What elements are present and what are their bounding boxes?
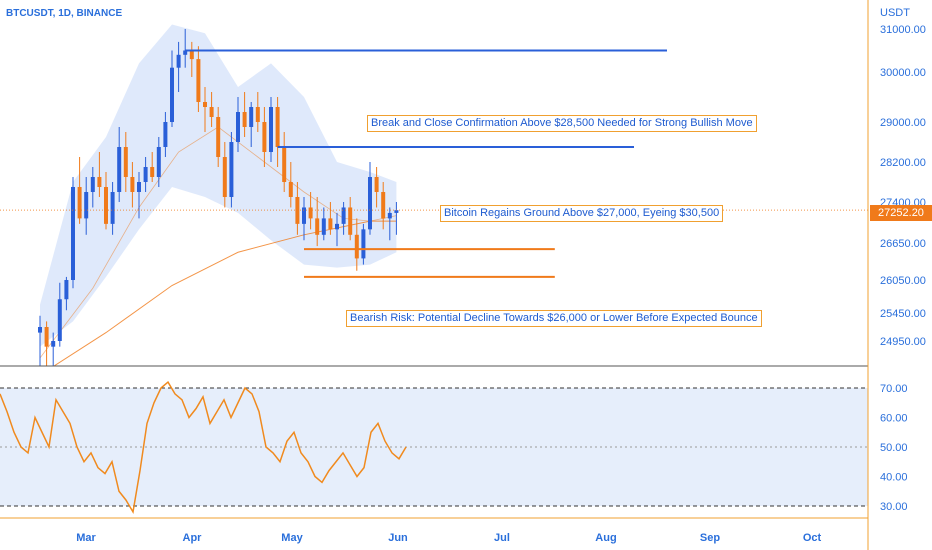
candle-body (170, 67, 174, 122)
price-tick-label: 24950.00 (880, 336, 926, 348)
candle-body (209, 107, 214, 117)
candle-body (150, 167, 155, 177)
rsi-tick-label: 70.00 (880, 383, 908, 395)
bollinger-band-fill (40, 24, 397, 347)
rsi-tick-label: 60.00 (880, 413, 908, 425)
last-price-tag: 27252.20 (870, 205, 932, 221)
candle-body (130, 177, 135, 192)
candle-body (163, 122, 168, 147)
candle-body (262, 122, 267, 152)
price-tick-label: 26050.00 (880, 275, 926, 287)
annotation-regains-ground: Bitcoin Regains Ground Above $27,000, Ey… (440, 205, 724, 222)
candle-body (249, 107, 254, 127)
candle-body (302, 207, 306, 224)
price-tick-label: 28200.00 (880, 157, 926, 169)
bollinger-band-layer (40, 24, 397, 347)
month-tick-label: Apr (183, 532, 203, 544)
candle-body (368, 177, 372, 230)
rsi-panel (0, 380, 868, 515)
candle-body (269, 107, 273, 152)
month-tick-label: Sep (700, 532, 720, 544)
candle-body (394, 210, 399, 213)
candle-body (123, 147, 128, 177)
price-tick-label: 30000.00 (880, 67, 926, 79)
candle-body (38, 327, 42, 333)
candlestick-layer (38, 29, 399, 366)
candle-body (361, 229, 366, 259)
candle-body (222, 157, 227, 197)
candle-body (64, 280, 69, 300)
currency-label: USDT (880, 7, 910, 19)
candle-body (137, 182, 141, 192)
candle-body (275, 107, 280, 147)
candle-body (97, 177, 102, 187)
rsi-band-fill (0, 388, 868, 506)
annotation-bullish-confirmation: Break and Close Confirmation Above $28,5… (367, 115, 757, 132)
month-tick-label: Jul (494, 532, 510, 544)
month-tick-label: Aug (595, 532, 616, 544)
rsi-line (0, 380, 407, 515)
candle-body (348, 207, 353, 235)
candle-body (381, 192, 386, 219)
price-tick-label: 25450.00 (880, 308, 926, 320)
candle-body (117, 147, 122, 192)
annotation-bearish-risk: Bearish Risk: Potential Decline Towards … (346, 310, 762, 327)
month-tick-label: May (281, 532, 303, 544)
candle-body (110, 192, 115, 224)
price-tick-label: 31000.00 (880, 24, 926, 36)
candle-body (288, 182, 293, 197)
candle-body (229, 142, 234, 197)
candle-body (328, 218, 333, 230)
candle-body (44, 327, 49, 347)
candle-body (242, 112, 247, 127)
symbol-label: BTCUSDT, 1D, BINANCE (6, 8, 122, 19)
candle-body (387, 212, 392, 219)
candle-body (156, 147, 161, 177)
candle-body (335, 223, 339, 230)
month-tick-label: Mar (76, 532, 96, 544)
candle-body (57, 299, 62, 341)
month-tick-label: Oct (803, 532, 822, 544)
candle-body (321, 218, 326, 235)
candle-body (84, 192, 89, 219)
price-tick-label: 26650.00 (880, 238, 926, 250)
rsi-tick-label: 50.00 (880, 442, 908, 454)
candle-body (255, 107, 260, 122)
candle-body (189, 50, 194, 60)
candle-body (176, 54, 181, 68)
candle-body (71, 187, 75, 280)
candle-body (374, 177, 379, 192)
candle-body (104, 187, 108, 224)
candle-body (341, 207, 346, 224)
price-tick-label: 29000.00 (880, 117, 926, 129)
month-tick-label: Jun (388, 532, 408, 544)
candle-body (308, 207, 313, 219)
horizontal-level-layer (0, 49, 868, 278)
candle-body (354, 234, 359, 259)
candle-body (196, 59, 201, 102)
candle-body (183, 50, 188, 55)
candle-body (90, 177, 95, 192)
candle-body (216, 117, 221, 157)
candle-body (203, 102, 207, 107)
rsi-tick-label: 40.00 (880, 472, 908, 484)
candle-body (77, 187, 82, 219)
candle-body (282, 147, 287, 182)
candle-body (51, 341, 56, 347)
rsi-tick-label: 30.00 (880, 501, 908, 513)
candle-body (315, 218, 320, 235)
candle-body (236, 112, 240, 142)
candle-body (143, 167, 148, 182)
